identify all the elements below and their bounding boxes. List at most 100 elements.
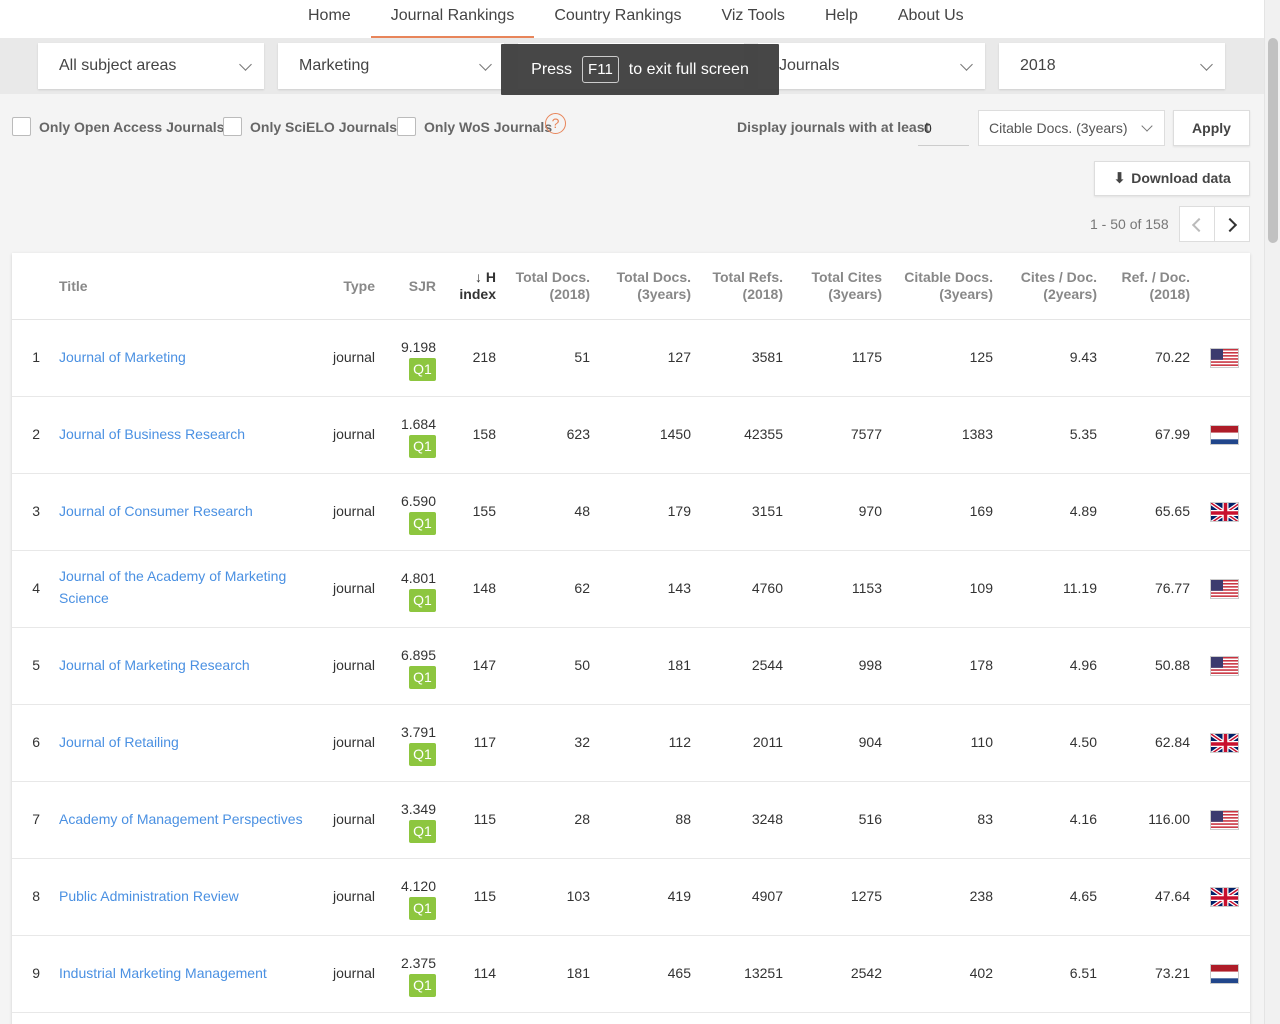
citable-docs-cell: 83	[977, 811, 993, 827]
h-index-cell: 117	[473, 734, 496, 750]
type-cell: journal	[332, 580, 375, 596]
header-cites-per-doc[interactable]: Cites / Doc. (2years)	[1002, 269, 1097, 303]
sjr-cell: 3.791	[400, 724, 436, 740]
sjr-cell: 4.801	[400, 570, 436, 586]
header-type[interactable]: Type	[343, 278, 375, 294]
pagination-info: 1 - 50 of 158	[1090, 216, 1169, 232]
total-refs-cell: 3151	[751, 503, 783, 519]
h-index-cell: 148	[472, 580, 496, 596]
citable-docs-cell: 402	[969, 965, 993, 981]
nav-journal-rankings[interactable]: Journal Rankings	[370, 0, 535, 38]
checkbox-box[interactable]	[12, 117, 31, 136]
country-flag-us-icon[interactable]	[1210, 579, 1239, 599]
header-total-refs[interactable]: Total Refs. (2018)	[702, 269, 783, 303]
nav-country-rankings[interactable]: Country Rankings	[554, 7, 682, 24]
next-page-button[interactable]	[1214, 206, 1250, 242]
header-refs-per-doc[interactable]: Ref. / Doc. (2018)	[1102, 269, 1190, 303]
journal-title-link[interactable]: Journal of Business Research	[59, 426, 245, 442]
type-dropdown[interactable]: Journals	[758, 43, 985, 89]
min-metric-value: Citable Docs. (3years)	[989, 120, 1128, 136]
rank-cell: 1	[32, 349, 40, 365]
scrollbar-thumb[interactable]	[1268, 38, 1278, 243]
total-refs-cell: 2011	[752, 734, 783, 750]
total-docs-3years-cell: 127	[667, 349, 691, 365]
apply-button[interactable]: Apply	[1173, 110, 1250, 146]
citable-docs-cell: 169	[969, 503, 993, 519]
total-docs-3years-cell: 88	[675, 811, 691, 827]
scielo-checkbox[interactable]: Only SciELO Journals	[223, 117, 397, 136]
country-flag-us-icon[interactable]	[1210, 656, 1239, 676]
type-cell: journal	[332, 811, 375, 827]
citable-docs-cell: 178	[969, 657, 993, 673]
journal-title-link[interactable]: Public Administration Review	[59, 888, 239, 904]
refs-per-doc-cell: 65.65	[1154, 503, 1190, 519]
total-docs-3years-cell: 465	[667, 965, 691, 981]
header-citable-docs[interactable]: Citable Docs. (3years)	[892, 269, 993, 303]
country-flag-nl-icon[interactable]	[1210, 964, 1239, 984]
total-docs-3years-cell: 179	[667, 503, 691, 519]
journal-title-link[interactable]: Journal of Marketing Research	[59, 657, 250, 673]
country-flag-nl-icon[interactable]	[1210, 425, 1239, 445]
total-docs-3years-cell: 112	[668, 734, 691, 750]
help-icon[interactable]: ?	[545, 113, 566, 134]
sjr-cell: 3.349	[400, 801, 436, 817]
country-flag-us-icon[interactable]	[1210, 810, 1239, 830]
header-title[interactable]: Title	[59, 278, 88, 294]
subject-area-dropdown[interactable]: All subject areas	[38, 43, 264, 89]
total-docs-2018-cell: 103	[566, 888, 590, 904]
journal-title-link[interactable]: Journal of the Academy of Marketing Scie…	[59, 568, 287, 606]
journal-title-link[interactable]: Academy of Management Perspectives	[59, 811, 303, 827]
page-scrollbar[interactable]	[1264, 0, 1280, 1024]
header-line2: (2years)	[1043, 286, 1097, 302]
total-cites-cell: 970	[858, 503, 882, 519]
previous-page-button[interactable]	[1179, 206, 1215, 242]
sjr-cell: 1.684	[400, 416, 436, 432]
toast-post-text: to exit full screen	[628, 60, 749, 78]
total-refs-cell: 13251	[744, 965, 783, 981]
min-metric-dropdown[interactable]: Citable Docs. (3years)	[978, 110, 1165, 146]
header-total-docs-3years[interactable]: Total Docs. (3years)	[602, 269, 691, 303]
country-flag-gb-icon[interactable]	[1210, 502, 1239, 522]
header-h-index[interactable]: ↓ H index	[442, 269, 496, 303]
refs-per-doc-cell: 50.88	[1154, 657, 1190, 673]
total-refs-cell: 4760	[751, 580, 783, 596]
download-data-button[interactable]: ⬇ Download data	[1094, 161, 1250, 196]
citable-docs-cell: 238	[969, 888, 993, 904]
nav-viz-tools[interactable]: Viz Tools	[721, 7, 785, 24]
checkbox-box[interactable]	[397, 117, 416, 136]
header-total-cites[interactable]: Total Cites (3years)	[792, 269, 882, 303]
nav-about-us[interactable]: About Us	[897, 7, 964, 24]
rank-cell: 2	[32, 426, 40, 442]
header-line2: (3years)	[939, 286, 993, 302]
country-flag-gb-icon[interactable]	[1210, 733, 1239, 753]
min-value-input[interactable]: 0	[918, 110, 969, 146]
header-sjr[interactable]: SJR	[408, 278, 436, 294]
subject-category-dropdown[interactable]: Marketing	[278, 43, 504, 89]
year-dropdown[interactable]: 2018	[999, 43, 1225, 89]
open-access-checkbox[interactable]: Only Open Access Journals	[12, 117, 224, 136]
country-flag-gb-icon[interactable]	[1210, 887, 1239, 907]
quartile-badge: Q1	[409, 897, 436, 920]
cites-per-doc-cell: 4.16	[1069, 811, 1097, 827]
header-total-docs-2018[interactable]: Total Docs. (2018)	[502, 269, 590, 303]
wos-checkbox[interactable]: Only WoS Journals	[397, 117, 552, 136]
country-flag-us-icon[interactable]	[1210, 348, 1239, 368]
journal-title-link[interactable]: Journal of Retailing	[59, 734, 179, 750]
rank-cell: 7	[32, 811, 40, 827]
journal-title-link[interactable]: Industrial Marketing Management	[59, 965, 267, 981]
cites-per-doc-cell: 4.65	[1069, 888, 1097, 904]
journal-title-link[interactable]: Journal of Marketing	[59, 349, 186, 365]
table-row: 1 Journal of Marketing journal 9.198 Q1 218 51…	[12, 320, 1250, 397]
total-cites-cell: 904	[858, 734, 882, 750]
min-journals-label: Display journals with at least	[737, 119, 930, 135]
refs-per-doc-cell: 116.00	[1148, 811, 1190, 827]
checkbox-box[interactable]	[223, 117, 242, 136]
journal-title-link[interactable]: Journal of Consumer Research	[59, 503, 253, 519]
nav-home[interactable]: Home	[308, 7, 351, 24]
header-line1: Cites / Doc.	[1020, 269, 1097, 285]
type-cell: journal	[332, 349, 375, 365]
cites-per-doc-cell: 4.50	[1069, 734, 1097, 750]
quartile-badge: Q1	[409, 589, 436, 612]
nav-help[interactable]: Help	[824, 7, 858, 24]
table-row: 6 Journal of Retailing journal 3.791 Q1 117 32…	[12, 705, 1250, 782]
